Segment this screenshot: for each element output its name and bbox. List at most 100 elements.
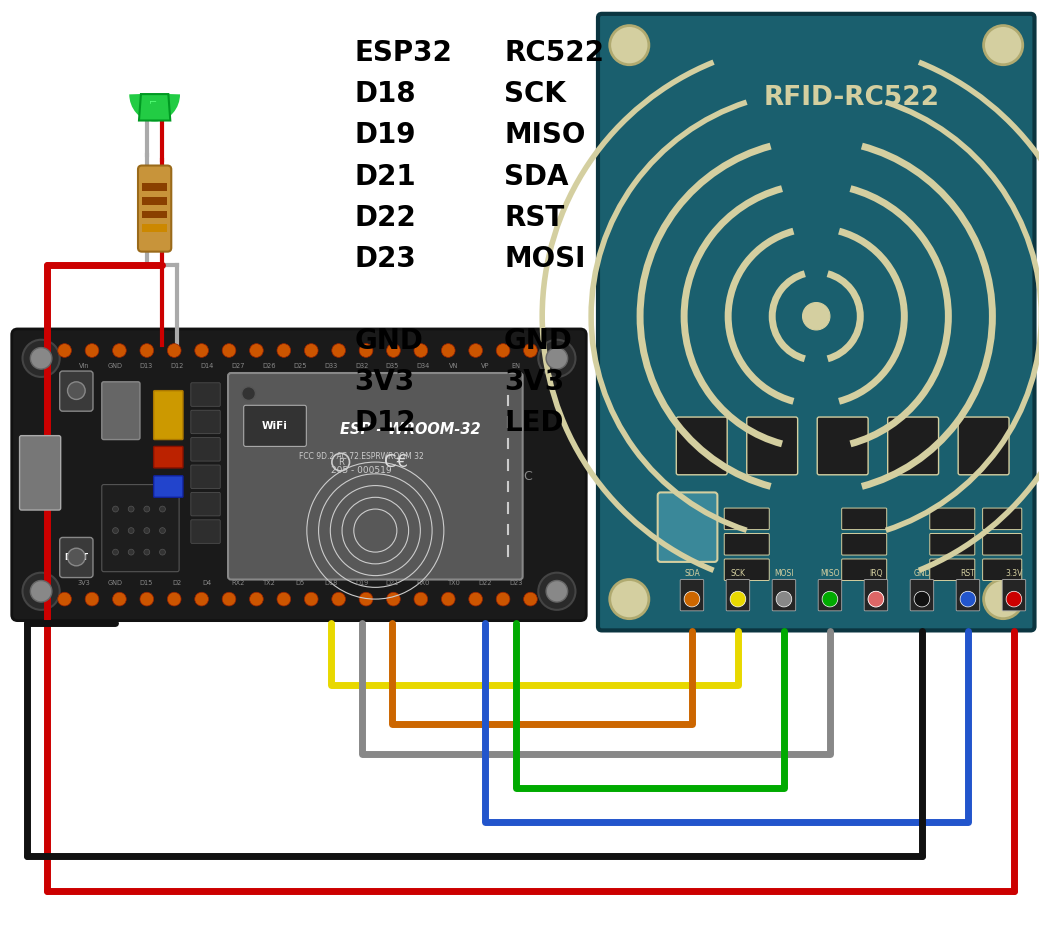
Text: ESP - WROOM-32: ESP - WROOM-32	[340, 423, 480, 438]
Text: C€: C€	[383, 453, 408, 471]
Text: EN: EN	[511, 363, 520, 370]
Circle shape	[22, 340, 59, 377]
Circle shape	[129, 506, 134, 512]
FancyBboxPatch shape	[228, 373, 523, 579]
Text: EN: EN	[69, 385, 84, 396]
Circle shape	[776, 591, 792, 607]
Circle shape	[468, 344, 482, 358]
Text: VN: VN	[449, 363, 459, 370]
Text: SCK: SCK	[731, 569, 746, 578]
Circle shape	[113, 592, 126, 606]
Text: LED: LED	[504, 410, 564, 438]
Circle shape	[960, 591, 976, 607]
Text: D26: D26	[262, 363, 276, 370]
FancyBboxPatch shape	[842, 559, 887, 581]
Text: GND: GND	[355, 327, 423, 355]
FancyBboxPatch shape	[724, 533, 769, 555]
Text: ESP32: ESP32	[355, 39, 452, 67]
Text: D33: D33	[324, 363, 338, 370]
Circle shape	[57, 592, 71, 606]
FancyBboxPatch shape	[59, 371, 93, 412]
Circle shape	[31, 347, 52, 369]
Circle shape	[730, 591, 746, 607]
Circle shape	[538, 340, 576, 377]
Circle shape	[140, 592, 154, 606]
Text: D22: D22	[355, 204, 416, 232]
Circle shape	[143, 549, 150, 555]
Text: TX0: TX0	[448, 580, 461, 587]
Text: GND: GND	[913, 569, 930, 578]
Circle shape	[277, 592, 291, 606]
Circle shape	[113, 528, 119, 533]
Bar	[142, 224, 168, 232]
FancyBboxPatch shape	[982, 559, 1022, 581]
FancyBboxPatch shape	[191, 465, 220, 489]
Text: 3V3: 3V3	[355, 368, 414, 396]
Text: FCC 9D.2 AC 72.ESPRWROOM 32: FCC 9D.2 AC 72.ESPRWROOM 32	[298, 452, 424, 461]
Text: D12: D12	[355, 410, 416, 438]
Circle shape	[868, 591, 884, 607]
FancyBboxPatch shape	[1003, 579, 1026, 611]
Text: D19: D19	[355, 580, 369, 587]
Circle shape	[57, 344, 71, 358]
Circle shape	[250, 592, 263, 606]
Circle shape	[85, 344, 99, 358]
FancyBboxPatch shape	[929, 559, 975, 581]
Circle shape	[442, 344, 456, 358]
Circle shape	[546, 347, 568, 369]
Text: D19: D19	[355, 121, 416, 150]
Circle shape	[442, 592, 456, 606]
Circle shape	[194, 592, 208, 606]
FancyBboxPatch shape	[747, 417, 798, 475]
FancyBboxPatch shape	[929, 533, 975, 555]
Circle shape	[868, 591, 884, 607]
Text: RFID-RC522: RFID-RC522	[764, 85, 940, 111]
Circle shape	[129, 528, 134, 533]
Circle shape	[113, 344, 126, 358]
Text: D14: D14	[201, 363, 215, 370]
Circle shape	[610, 25, 649, 65]
Circle shape	[85, 592, 99, 606]
Text: D22: D22	[478, 580, 492, 587]
Circle shape	[113, 506, 119, 512]
Circle shape	[113, 549, 119, 555]
Circle shape	[414, 592, 428, 606]
Circle shape	[140, 344, 154, 358]
FancyBboxPatch shape	[191, 383, 220, 406]
Circle shape	[194, 344, 208, 358]
Text: D4: D4	[203, 580, 212, 587]
FancyBboxPatch shape	[598, 14, 1034, 630]
Circle shape	[305, 344, 319, 358]
Text: VP: VP	[481, 363, 490, 370]
Circle shape	[524, 592, 537, 606]
Text: D35: D35	[386, 363, 399, 370]
Text: D15: D15	[139, 580, 153, 587]
Text: GND: GND	[504, 327, 572, 355]
FancyBboxPatch shape	[154, 447, 183, 468]
Text: MOSI: MOSI	[774, 569, 793, 578]
FancyBboxPatch shape	[138, 166, 171, 251]
Text: RX0: RX0	[416, 580, 430, 587]
FancyBboxPatch shape	[842, 508, 887, 530]
Text: D25: D25	[293, 363, 307, 370]
Text: ⌐: ⌐	[149, 96, 157, 106]
FancyBboxPatch shape	[956, 579, 979, 611]
Text: GND: GND	[107, 580, 122, 587]
Text: SDA: SDA	[504, 163, 568, 191]
Circle shape	[222, 344, 236, 358]
FancyBboxPatch shape	[191, 411, 220, 434]
Bar	[142, 196, 168, 205]
FancyBboxPatch shape	[772, 579, 795, 611]
Circle shape	[305, 592, 319, 606]
Text: D12: D12	[170, 363, 184, 370]
Text: D34: D34	[416, 363, 430, 370]
Circle shape	[331, 344, 345, 358]
Circle shape	[387, 344, 400, 358]
Circle shape	[524, 344, 537, 358]
Circle shape	[143, 528, 150, 533]
Text: D18: D18	[355, 80, 416, 108]
Text: Vin: Vin	[79, 363, 89, 370]
Text: BOOT: BOOT	[65, 552, 88, 561]
Circle shape	[68, 382, 85, 399]
Text: C: C	[524, 470, 532, 483]
